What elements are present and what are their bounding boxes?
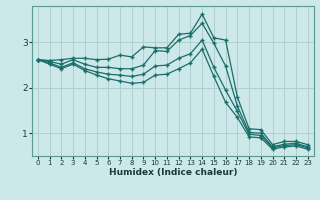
X-axis label: Humidex (Indice chaleur): Humidex (Indice chaleur) — [108, 168, 237, 177]
